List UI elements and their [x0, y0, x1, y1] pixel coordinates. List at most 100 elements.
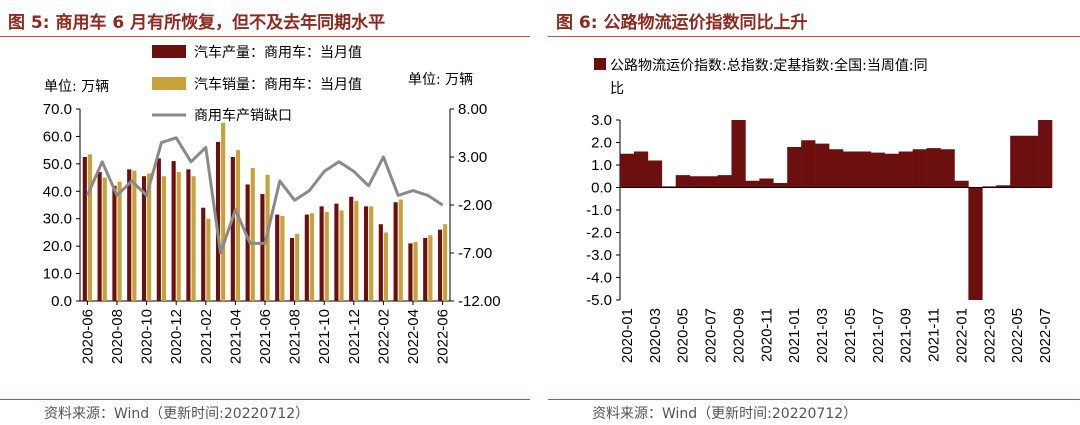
- right-y-tick-label: -2.00: [458, 197, 492, 214]
- freight-bar: [717, 175, 732, 188]
- freight-bar: [675, 175, 690, 188]
- freight-bar: [703, 176, 718, 188]
- sales-bar: [191, 176, 196, 301]
- left-y-tick-label: 0.0: [51, 293, 72, 310]
- sales-bar: [221, 122, 226, 301]
- freight-bar: [954, 180, 969, 188]
- sales-bar: [295, 233, 300, 301]
- sales-bar: [443, 224, 448, 301]
- legend-sales-swatch: [152, 77, 186, 90]
- sales-bar: [117, 181, 122, 301]
- sales-bar: [324, 211, 329, 301]
- production-bar: [171, 161, 176, 301]
- x-tick-label: 2021-05: [842, 308, 859, 363]
- production-bar: [112, 185, 117, 301]
- sales-bar: [102, 177, 107, 301]
- y-tick-label: 3.0: [591, 112, 612, 129]
- right-y-tick-label: 8.00: [458, 101, 487, 118]
- x-tick-label: 2021-08: [287, 309, 304, 364]
- figure-6-chart: -5.0 -4.0 -3.0 -2.0 -1.0 0.0 1.0 2.0 3.0 2020-01 2…: [586, 57, 1054, 363]
- production-bar: [82, 157, 87, 301]
- gap-line: [86, 136, 444, 255]
- sales-bar: [132, 170, 137, 301]
- production-bar: [260, 194, 265, 301]
- sales-bar: [369, 206, 374, 301]
- x-tick-label: 2020-11: [758, 308, 775, 362]
- x-tick-label: 2021-09: [898, 308, 915, 363]
- x-tick-label: 2021-01: [786, 308, 803, 363]
- freight-bar: [759, 178, 774, 188]
- x-tick-label: 2020-07: [703, 308, 720, 363]
- y-tick-label: 1.0: [591, 157, 612, 174]
- x-tick-label: 2021-10: [316, 309, 333, 364]
- left-y-tick-label: 40.0: [43, 183, 72, 200]
- figure-6-title-rule: [548, 36, 1080, 37]
- production-bar: [334, 203, 339, 301]
- freight-bar: [661, 186, 677, 188]
- production-bar: [349, 196, 354, 301]
- x-tick-label: 2020-06: [79, 309, 96, 364]
- production-bar: [141, 176, 147, 301]
- x-tick-label: 2020-05: [675, 308, 692, 363]
- figure-6-source-rule: [548, 399, 1080, 400]
- left-y-tick-label: 10.0: [43, 266, 72, 283]
- freight-bar: [801, 140, 816, 188]
- right-y-tick-label: -7.00: [458, 245, 492, 262]
- freight-bar: [689, 176, 704, 188]
- freight-bar: [731, 120, 746, 188]
- production-bar: [289, 237, 295, 301]
- freight-bar: [815, 143, 830, 188]
- y-tick-label: -4.0: [586, 270, 612, 287]
- left-y-tick-label: 70.0: [43, 101, 72, 118]
- sales-bar: [250, 167, 255, 301]
- sales-bar: [206, 218, 211, 301]
- sales-bar: [235, 150, 241, 301]
- right-y-tick-label: -12.00: [458, 293, 501, 310]
- x-tick-label: 2020-12: [168, 309, 185, 364]
- production-bar: [230, 157, 235, 301]
- production-bar: [215, 141, 221, 301]
- x-tick-label: 2022-05: [1009, 308, 1026, 363]
- freight-bar: [926, 148, 941, 188]
- production-bar: [201, 207, 206, 301]
- production-bar: [319, 206, 324, 301]
- x-tick-label: 2022-06: [435, 309, 452, 364]
- figure-6-panel: 图 6: 公路物流运价指数同比上升 -5.0 -4.0 -3.0 -2.0 -1.0 0.…: [548, 0, 1080, 425]
- freight-bar: [1024, 135, 1039, 188]
- left-y-tick-label: 30.0: [43, 211, 72, 228]
- x-tick-label: 2022-01: [953, 308, 970, 363]
- legend-freight-label: 公路物流运价指数:总指数:定基指数:全国:当周值:同比: [610, 57, 928, 97]
- freight-bar: [745, 180, 760, 188]
- freight-bar: [996, 185, 1011, 188]
- freight-bar: [912, 149, 927, 188]
- sales-bar: [161, 176, 167, 301]
- x-tick-label: 2021-12: [346, 309, 363, 364]
- figure-6-source: 资料来源：Wind（更新时间:20220712）: [592, 406, 858, 422]
- freight-bar: [968, 187, 983, 300]
- freight-bar: [773, 183, 788, 188]
- production-bar: [363, 206, 369, 301]
- sales-bar: [280, 215, 285, 301]
- y-tick-label: 0.0: [591, 180, 612, 197]
- freight-bar: [647, 160, 663, 188]
- production-bar: [393, 202, 398, 301]
- right-y-tick-label: 3.00: [458, 149, 487, 166]
- sales-bar: [413, 242, 418, 301]
- production-bar: [275, 214, 280, 301]
- figure-5-source-rule: [0, 399, 530, 400]
- x-tick-label: 2022-02: [375, 309, 392, 364]
- sales-bar: [398, 199, 403, 301]
- freight-bar: [787, 147, 802, 188]
- left-y-tick-label: 60.0: [43, 128, 72, 145]
- freight-bar: [1010, 135, 1025, 188]
- y-tick-label: -2.0: [586, 225, 612, 242]
- sales-bar: [383, 232, 389, 301]
- freight-bar: [842, 151, 858, 188]
- left-y-tick-label: 50.0: [43, 156, 72, 173]
- y-tick-label: -5.0: [586, 292, 612, 309]
- production-bar: [186, 169, 191, 301]
- left-y-tick-label: 20.0: [43, 238, 72, 255]
- figure-5-panel: 图 5: 商用车 6 月有所恢复，但不及去年同期水平 0.0 10.0 20.0 30…: [0, 0, 530, 425]
- sales-bar: [176, 172, 181, 301]
- production-bar: [378, 224, 383, 301]
